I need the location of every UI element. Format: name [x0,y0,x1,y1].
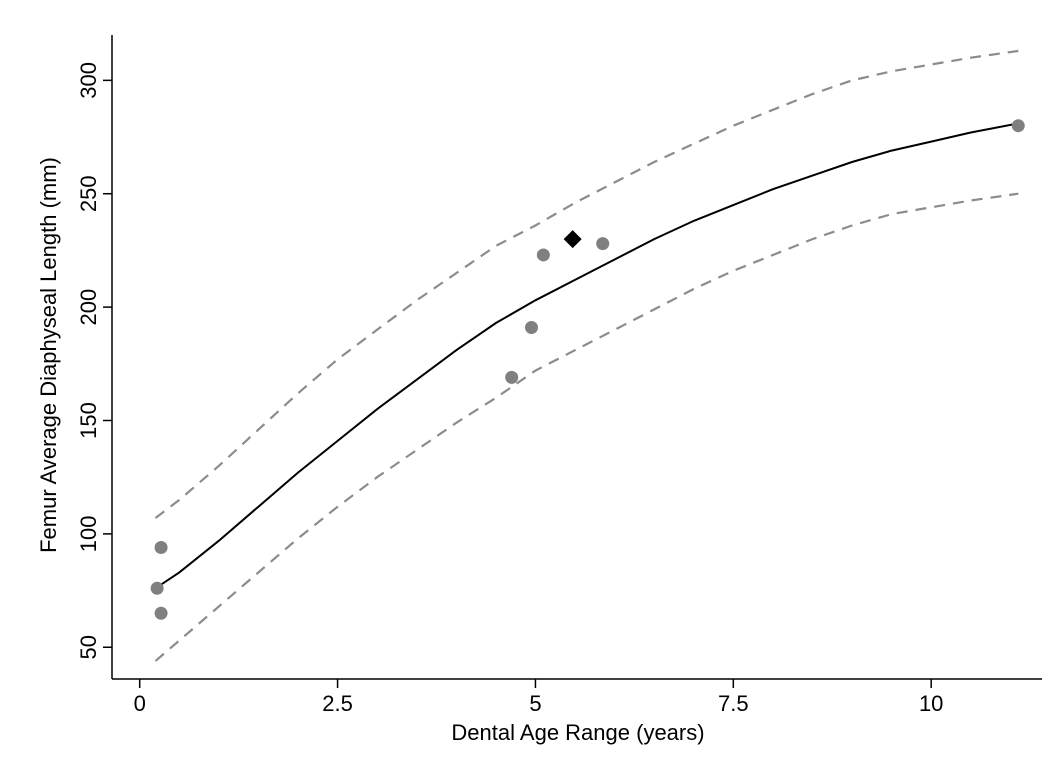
data-point [1011,119,1025,133]
data-points-group [150,119,1025,620]
x-axis-title: Dental Age Range (years) [451,720,704,745]
y-tick-label: 200 [76,289,101,326]
x-tick-label: 5 [529,691,541,716]
x-ticks-group: 0 2.5 5 7.5 10 [134,679,943,716]
data-point [505,370,519,384]
data-point [154,540,168,554]
confidence-interval-curve [154,49,1019,519]
y-tick-label: 50 [76,635,101,659]
y-axis-title: Femur Average Diaphyseal Length (mm) [36,157,61,553]
data-point [596,237,610,251]
y-ticks-group: 50 100 150 200 250 300 [76,62,112,659]
fitted-curve [154,122,1019,590]
x-tick-label: 10 [919,691,943,716]
fit-lines-group [154,49,1019,662]
axes-group: 0 2.5 5 7.5 10 50 100 150 200 250 300 [76,35,1042,716]
x-tick-label: 2.5 [322,691,353,716]
data-point [154,606,168,620]
highlighted-data-point [563,230,582,249]
y-tick-label: 100 [76,516,101,553]
y-tick-label: 250 [76,175,101,212]
confidence-interval-curve [154,192,1019,662]
data-point [536,248,550,262]
x-tick-label: 7.5 [718,691,749,716]
y-tick-label: 300 [76,62,101,99]
x-tick-label: 0 [134,691,146,716]
data-point [150,581,164,595]
y-tick-label: 150 [76,402,101,439]
data-point [524,321,538,335]
